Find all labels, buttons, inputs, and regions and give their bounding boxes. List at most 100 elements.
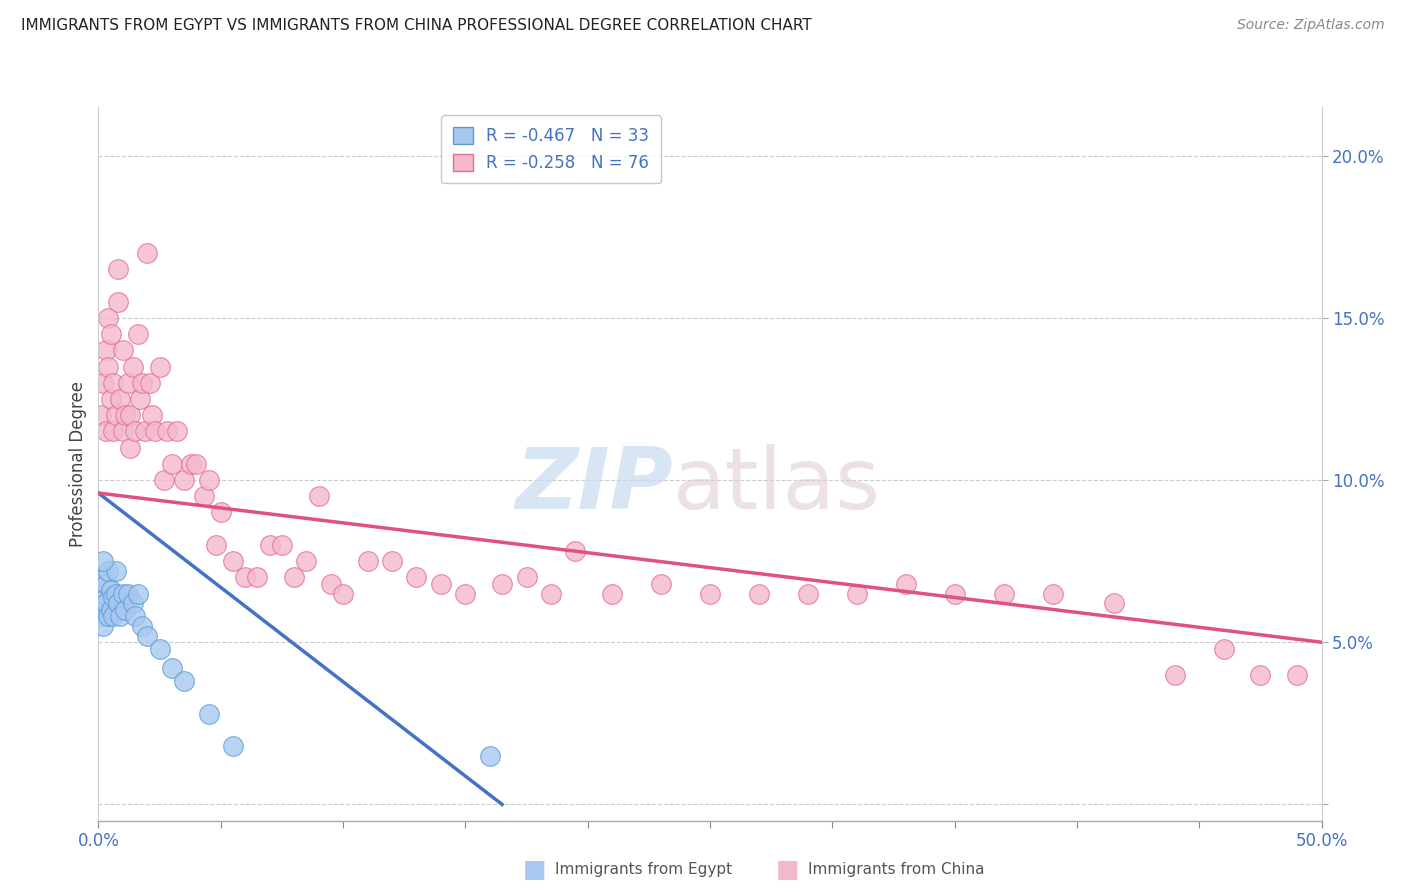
Point — [124, 609, 146, 624]
Point — [153, 473, 176, 487]
Point — [600, 586, 623, 600]
Point — [111, 586, 134, 600]
Point — [100, 327, 122, 342]
Point — [205, 538, 228, 552]
Point — [186, 457, 208, 471]
Point — [650, 577, 672, 591]
Point — [136, 246, 159, 260]
Point — [97, 310, 120, 325]
Point — [111, 425, 134, 439]
Point — [1212, 641, 1234, 656]
Point — [110, 392, 132, 406]
Point — [101, 425, 124, 439]
Point — [91, 554, 114, 568]
Point — [94, 343, 117, 358]
Point — [139, 376, 162, 390]
Point — [283, 570, 305, 584]
Point — [430, 577, 453, 591]
Point — [149, 641, 172, 656]
Point — [104, 564, 127, 578]
Text: IMMIGRANTS FROM EGYPT VS IMMIGRANTS FROM CHINA PROFESSIONAL DEGREE CORRELATION C: IMMIGRANTS FROM EGYPT VS IMMIGRANTS FROM… — [21, 18, 811, 33]
Text: ■: ■ — [523, 858, 546, 881]
Text: Immigrants from Egypt: Immigrants from Egypt — [555, 863, 733, 877]
Point — [748, 586, 770, 600]
Point — [356, 554, 378, 568]
Text: ZIP: ZIP — [516, 443, 673, 527]
Point — [107, 262, 129, 277]
Point — [540, 586, 562, 600]
Point — [141, 408, 163, 422]
Point — [100, 392, 122, 406]
Point — [90, 408, 112, 422]
Point — [1249, 667, 1271, 681]
Point — [160, 661, 183, 675]
Point — [127, 327, 149, 342]
Y-axis label: Professional Degree: Professional Degree — [69, 381, 87, 547]
Point — [124, 425, 146, 439]
Point — [117, 586, 139, 600]
Point — [193, 489, 215, 503]
Point — [894, 577, 917, 591]
Point — [845, 586, 868, 600]
Point — [94, 577, 117, 591]
Point — [97, 609, 120, 624]
Point — [797, 586, 820, 600]
Point — [136, 629, 159, 643]
Point — [1042, 586, 1064, 600]
Text: atlas: atlas — [673, 443, 882, 527]
Point — [943, 586, 966, 600]
Point — [91, 570, 114, 584]
Point — [100, 583, 122, 598]
Point — [114, 603, 136, 617]
Point — [222, 554, 245, 568]
Point — [94, 596, 117, 610]
Text: Immigrants from China: Immigrants from China — [808, 863, 986, 877]
Point — [993, 586, 1015, 600]
Point — [121, 359, 143, 374]
Point — [114, 408, 136, 422]
Point — [101, 590, 124, 604]
Point — [319, 577, 342, 591]
Point — [332, 586, 354, 600]
Point — [91, 593, 114, 607]
Point — [91, 376, 114, 390]
Point — [180, 457, 202, 471]
Point — [131, 619, 153, 633]
Legend: R = -0.467   N = 33, R = -0.258   N = 76: R = -0.467 N = 33, R = -0.258 N = 76 — [441, 115, 661, 184]
Point — [1286, 667, 1309, 681]
Point — [270, 538, 294, 552]
Point — [101, 376, 124, 390]
Point — [259, 538, 281, 552]
Point — [90, 596, 112, 610]
Point — [478, 748, 501, 763]
Text: Source: ZipAtlas.com: Source: ZipAtlas.com — [1237, 18, 1385, 32]
Point — [246, 570, 269, 584]
Point — [107, 596, 129, 610]
Point — [134, 425, 156, 439]
Point — [149, 359, 172, 374]
Point — [90, 609, 112, 624]
Point — [1164, 667, 1187, 681]
Point — [100, 603, 122, 617]
Point — [166, 425, 188, 439]
Point — [515, 570, 537, 584]
Point — [97, 359, 120, 374]
Text: ■: ■ — [776, 858, 799, 881]
Point — [209, 506, 232, 520]
Point — [90, 586, 112, 600]
Point — [197, 473, 219, 487]
Point — [91, 619, 114, 633]
Point — [107, 294, 129, 309]
Point — [131, 376, 153, 390]
Point — [121, 596, 143, 610]
Point — [173, 473, 195, 487]
Point — [127, 586, 149, 600]
Point — [222, 739, 245, 753]
Point — [117, 376, 139, 390]
Point — [295, 554, 318, 568]
Point — [104, 586, 127, 600]
Point — [94, 425, 117, 439]
Point — [143, 425, 166, 439]
Point — [173, 674, 195, 689]
Point — [110, 609, 132, 624]
